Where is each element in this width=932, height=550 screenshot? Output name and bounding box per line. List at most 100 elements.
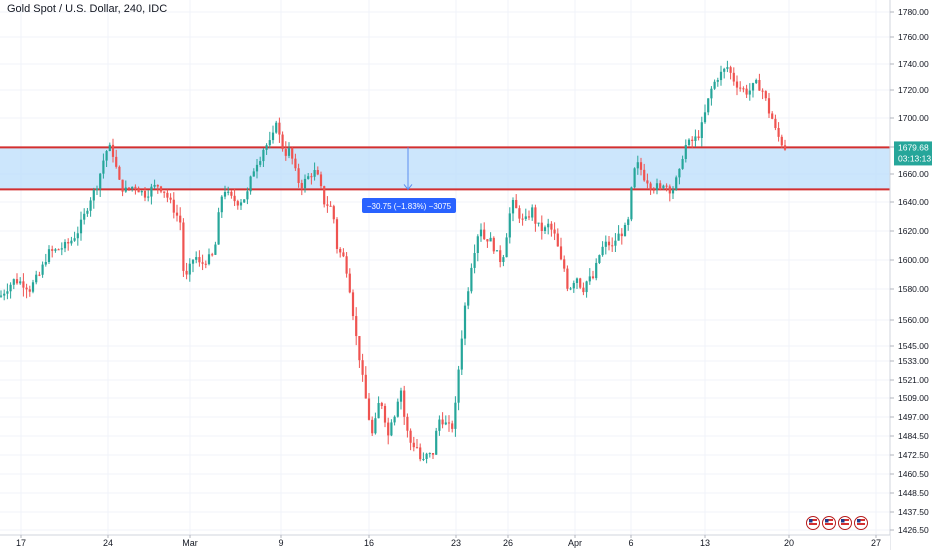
- candle: [316, 166, 319, 176]
- candle: [399, 387, 403, 410]
- candle: [655, 178, 659, 195]
- candle: [214, 241, 217, 256]
- bar-countdown: 03:13:13: [898, 153, 931, 163]
- candle: [15, 273, 19, 285]
- candle: [607, 235, 611, 251]
- candle: [451, 420, 454, 433]
- candle: [665, 183, 668, 192]
- candle: [9, 282, 12, 299]
- candle: [751, 82, 755, 98]
- flag-icon[interactable]: [806, 516, 820, 530]
- candle: [419, 443, 422, 462]
- candle: [73, 231, 76, 242]
- measure-label-box[interactable]: [362, 198, 456, 213]
- candle: [79, 211, 83, 241]
- candle: [716, 77, 719, 87]
- candle: [518, 205, 521, 224]
- candle: [508, 207, 511, 244]
- y-tick-label: 1660.00: [898, 169, 929, 179]
- candle: [134, 184, 137, 195]
- candle: [387, 417, 390, 445]
- candle: [249, 175, 252, 195]
- candle: [172, 192, 175, 219]
- candle: [19, 277, 22, 285]
- x-tick-label: 6: [628, 538, 633, 548]
- candle: [409, 428, 412, 451]
- candle: [502, 254, 505, 267]
- x-tick-label: Apr: [568, 538, 582, 548]
- candle: [188, 258, 191, 282]
- candle: [351, 289, 355, 321]
- candle: [662, 184, 665, 190]
- candle: [118, 165, 121, 181]
- events-row[interactable]: [806, 516, 868, 530]
- candle: [697, 130, 700, 141]
- candle: [476, 234, 479, 262]
- candle: [44, 253, 47, 267]
- y-tick-label: 1472.50: [898, 450, 929, 460]
- candle: [371, 416, 374, 437]
- price-axis-bg[interactable]: [890, 0, 932, 550]
- candle: [694, 129, 697, 147]
- candle: [108, 142, 111, 152]
- candle: [406, 413, 409, 438]
- y-tick-label: 1448.50: [898, 488, 929, 498]
- candle: [659, 180, 662, 191]
- last-price-value: 1679.68: [898, 142, 929, 152]
- candle: [742, 86, 745, 93]
- candle: [470, 263, 473, 294]
- candle: [492, 236, 495, 254]
- candle: [537, 222, 540, 227]
- candle: [204, 260, 207, 269]
- candle: [604, 235, 607, 255]
- time-axis-bg[interactable]: [0, 535, 890, 550]
- candle: [527, 210, 531, 221]
- candle: [102, 153, 105, 179]
- candle: [447, 415, 451, 432]
- candle: [652, 187, 655, 194]
- candle: [332, 204, 335, 224]
- candle: [89, 197, 92, 217]
- candle: [156, 184, 159, 194]
- flag-icon[interactable]: [838, 516, 852, 530]
- y-tick-label: 1640.00: [898, 197, 929, 207]
- candle: [131, 186, 134, 192]
- x-tick-label: 9: [278, 538, 283, 548]
- candle: [127, 187, 131, 191]
- candle: [403, 385, 406, 425]
- candle: [159, 185, 163, 194]
- candle: [252, 168, 255, 177]
- candle: [268, 131, 271, 149]
- candle: [310, 173, 313, 185]
- candle: [556, 228, 559, 247]
- flag-icon[interactable]: [822, 516, 836, 530]
- candle: [639, 157, 643, 176]
- candle: [495, 250, 499, 252]
- candle: [63, 239, 67, 253]
- candle: [364, 366, 367, 399]
- candle: [739, 81, 742, 92]
- candle: [713, 79, 716, 90]
- candle: [54, 248, 57, 253]
- candle: [70, 236, 73, 246]
- measure-tool[interactable]: −30.75 (−1.83%) −3075: [362, 147, 456, 213]
- candle: [444, 415, 447, 426]
- candle: [31, 279, 35, 294]
- candle: [223, 185, 227, 200]
- candle: [547, 218, 550, 235]
- candle: [748, 83, 751, 101]
- candle: [393, 415, 396, 426]
- candle: [92, 187, 95, 209]
- candle: [239, 199, 243, 210]
- flag-icon[interactable]: [854, 516, 868, 530]
- x-tick-label: 27: [871, 538, 881, 548]
- y-tick-label: 1580.00: [898, 284, 929, 294]
- candle: [380, 401, 383, 410]
- candle: [591, 270, 595, 280]
- candle: [255, 158, 259, 179]
- candle: [319, 171, 323, 189]
- candle: [675, 175, 678, 191]
- candle: [374, 412, 377, 435]
- candle: [358, 336, 361, 368]
